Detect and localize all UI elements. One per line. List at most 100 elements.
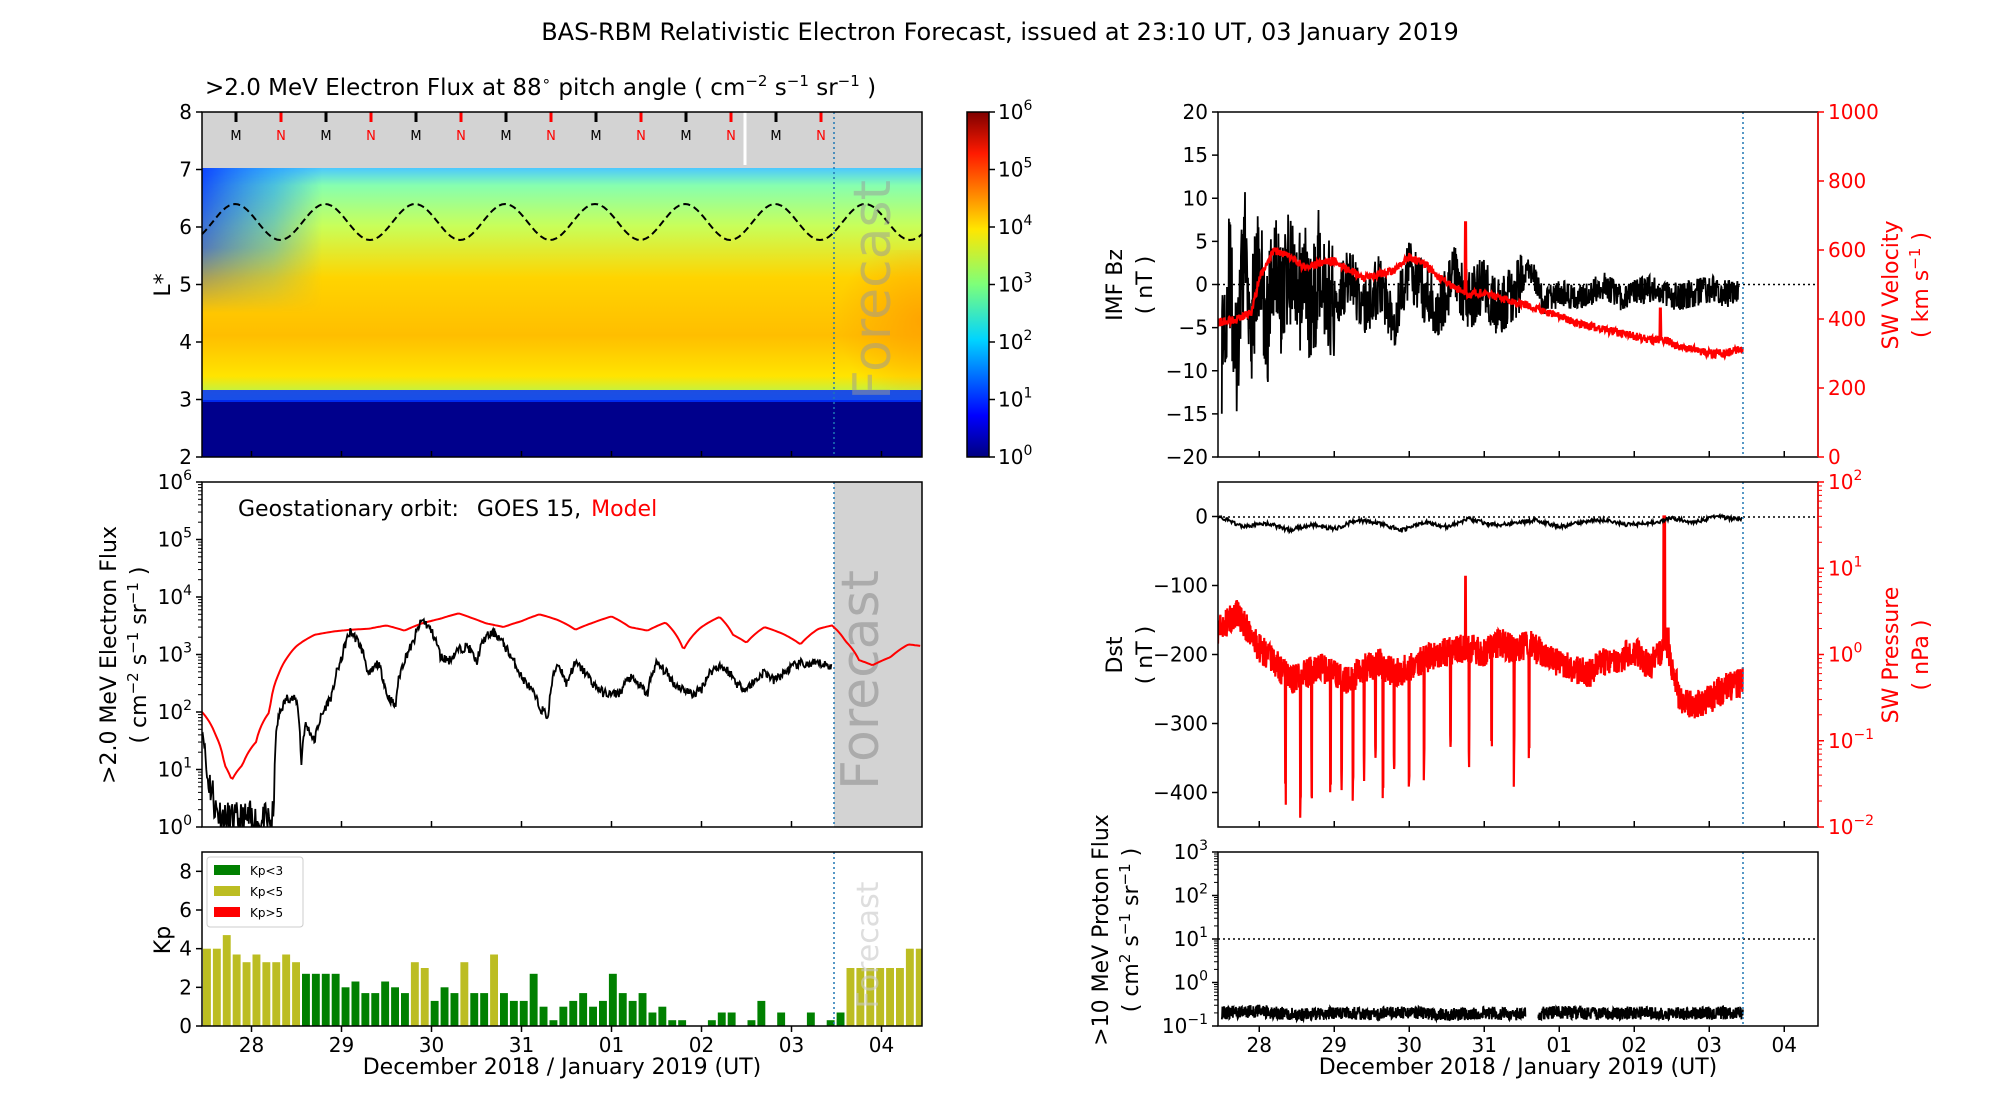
kp-bar bbox=[926, 949, 934, 1026]
dst-line bbox=[1218, 512, 1743, 535]
tick-label: 106 bbox=[158, 468, 192, 494]
imf-ylabel-units: ( nT ) bbox=[1133, 256, 1158, 315]
velocity-y-axis: 1000 800 600 400 200 0 bbox=[1818, 100, 1879, 469]
colorbar bbox=[966, 111, 990, 458]
flux-map-title-s: s bbox=[767, 75, 786, 101]
kp-bar bbox=[311, 973, 320, 1026]
kp-bar bbox=[836, 1012, 845, 1026]
orbit-marker-label: N bbox=[816, 129, 826, 144]
geo-forecast-label: Forecast bbox=[831, 570, 891, 790]
tick-label: 29 bbox=[1322, 1033, 1347, 1057]
tick-label: 01 bbox=[599, 1033, 624, 1057]
kp-bar bbox=[727, 1012, 736, 1026]
flux-map-forecast-label: Forecast bbox=[843, 180, 903, 400]
tick-label: 101 bbox=[1174, 925, 1208, 951]
tick-label: 7 bbox=[179, 158, 192, 182]
proton-ylabel-close: ) bbox=[1119, 848, 1144, 864]
tick-label: 10−1 bbox=[1162, 1012, 1208, 1038]
orbit-marker-label: M bbox=[590, 129, 601, 144]
tick-label: 10 bbox=[1183, 186, 1208, 210]
kp-bar bbox=[668, 1020, 677, 1026]
orbit-marker-label: N bbox=[726, 129, 736, 144]
tick-label: 100 bbox=[1174, 969, 1208, 995]
tick-label: 104 bbox=[998, 213, 1032, 239]
kp-bar bbox=[608, 973, 617, 1026]
tick-label: 6 bbox=[179, 215, 192, 239]
orbit-marker-label: M bbox=[320, 129, 331, 144]
tick-label: 0 bbox=[1195, 505, 1208, 529]
flux-map-title-degree: ∘ bbox=[542, 72, 551, 90]
orbit-band bbox=[202, 112, 922, 168]
kp-legend: Kp<3 Kp<5 Kp>5 bbox=[206, 856, 304, 928]
tick-label: 0 bbox=[1195, 273, 1208, 297]
kp-bar bbox=[905, 948, 914, 1026]
kp-bar bbox=[866, 968, 875, 1026]
flux-map-title-prefix: >2.0 MeV Electron Flux at 88 bbox=[205, 75, 542, 101]
kp-bar bbox=[470, 993, 479, 1026]
geo-ylabel-sr: sr bbox=[127, 603, 152, 631]
kp-bar bbox=[648, 1012, 657, 1026]
kp-bar bbox=[282, 954, 291, 1026]
kp-bar bbox=[460, 962, 469, 1026]
kp-bar bbox=[826, 1020, 835, 1026]
tick-label: 101 bbox=[998, 386, 1032, 412]
kp-bar bbox=[579, 993, 588, 1026]
flux-map-image bbox=[202, 168, 922, 457]
tick-label: 0 bbox=[179, 1014, 192, 1038]
pressure-y-axis: 102 101 100 10−1 10−2 bbox=[1818, 468, 1874, 839]
geo-y-axis: 100 101 102 103 104 105 106 bbox=[158, 468, 202, 839]
tick-label: 200 bbox=[1828, 376, 1866, 400]
tick-label: 20 bbox=[1183, 100, 1208, 124]
geo-legend-model: Model bbox=[591, 497, 657, 522]
proton-y-axis: 103 102 101 100 10−1 bbox=[1162, 838, 1218, 1038]
kp-bar bbox=[222, 935, 231, 1026]
orbit-marker-label: M bbox=[500, 129, 511, 144]
flux-map-magnetopause-line bbox=[201, 202, 923, 242]
tick-label: 04 bbox=[869, 1033, 894, 1057]
kp-forecast-label: Forecast bbox=[851, 881, 886, 1008]
flux-map-title-exp1: −2 bbox=[745, 72, 767, 90]
kp-bar bbox=[292, 962, 300, 1026]
kp-bar bbox=[203, 948, 211, 1026]
left-x-axis: 28 29 30 31 01 02 03 04 bbox=[239, 1026, 894, 1057]
tick-label: 101 bbox=[158, 756, 192, 782]
geo-flux-panel: Forecast Geostationary orbit: GOES 15, Mod… bbox=[97, 468, 923, 839]
kp-legend-swatch-high bbox=[214, 907, 240, 917]
sw-velocity-line bbox=[1218, 221, 1744, 361]
tick-label: 30 bbox=[1397, 1033, 1422, 1057]
dst-ylabel: Dst bbox=[1103, 636, 1128, 673]
sw-pressure-line bbox=[1218, 515, 1744, 818]
flux-map-y-axis: 2 3 4 5 6 7 8 bbox=[179, 100, 883, 827]
orbit-marker-label: N bbox=[456, 129, 466, 144]
tick-label: 31 bbox=[1472, 1033, 1497, 1057]
tick-label: 03 bbox=[1697, 1033, 1722, 1057]
figure-title: BAS-RBM Relativistic Electron Forecast, … bbox=[541, 18, 1459, 46]
kp-bar bbox=[361, 993, 370, 1026]
flux-map-title: >2.0 MeV Electron Flux at 88∘ pitch angl… bbox=[205, 72, 876, 101]
kp-bar bbox=[450, 993, 459, 1026]
kp-bar bbox=[599, 1000, 607, 1026]
tick-label: 02 bbox=[1622, 1033, 1647, 1057]
tick-label: −300 bbox=[1153, 712, 1208, 736]
kp-bar bbox=[936, 949, 944, 1026]
kp-bar bbox=[401, 993, 409, 1026]
geo-legend-prefix: Geostationary orbit: bbox=[238, 497, 459, 522]
right-xlabel: December 2018 / January 2019 (UT) bbox=[1319, 1055, 1718, 1080]
kp-bar bbox=[480, 993, 489, 1026]
orbit-marker-label: M bbox=[410, 129, 421, 144]
proton-ylabel-exp3: −1 bbox=[1116, 863, 1134, 885]
kp-bar bbox=[381, 981, 390, 1026]
tick-label: 02 bbox=[689, 1033, 714, 1057]
geo-forecast-shade bbox=[834, 482, 922, 827]
kp-bar bbox=[757, 1000, 766, 1026]
tick-label: 2 bbox=[179, 445, 192, 469]
flux-map-title-sr: sr bbox=[809, 75, 838, 101]
tick-label: 8 bbox=[179, 859, 192, 883]
kp-bar bbox=[341, 987, 350, 1026]
kp-bar bbox=[242, 962, 251, 1026]
